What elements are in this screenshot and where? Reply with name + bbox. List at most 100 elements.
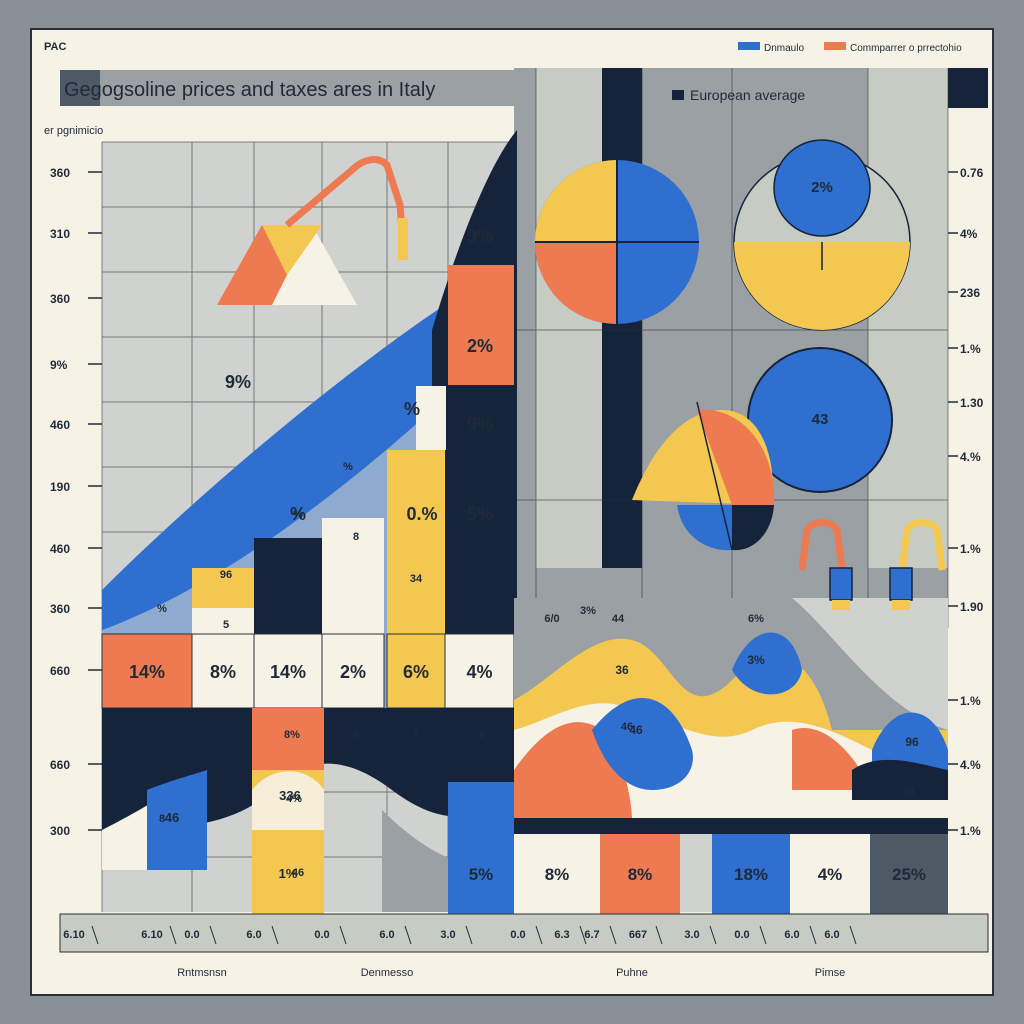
legend-swatch xyxy=(738,42,760,50)
x-tick xyxy=(809,925,817,945)
bar-value-label: 6% xyxy=(403,662,429,682)
x-tick xyxy=(209,925,217,945)
left-y-tick-label: 9% xyxy=(50,358,68,372)
wave-value-label: 30 xyxy=(901,785,915,799)
right-y-tick-label: 4.% xyxy=(960,758,981,772)
data-labels: 9%2%9%5%0.%%%9%%965%834%88% 8 88464%3%4646… xyxy=(157,179,919,881)
lower-left-label: 46 xyxy=(165,810,179,825)
fuel-hose-line xyxy=(284,156,408,256)
legend-label: Commparrer o prrectohio xyxy=(850,43,962,54)
chart-frame: 14% 8% 14% 2% 6% 4% 5% 8% 8% 18% 4% 25% xyxy=(30,28,994,996)
small-value-label: 8 xyxy=(479,729,485,741)
bottom-block xyxy=(712,834,790,914)
left-y-tick-label: 360 xyxy=(50,292,70,306)
x-tick-label: 6.0 xyxy=(246,929,261,941)
bar xyxy=(321,633,385,709)
y-axis-caption: er pgnimicio xyxy=(44,125,103,137)
pie-4-navy xyxy=(732,505,774,551)
left-y-tick-label: 300 xyxy=(50,824,70,838)
small-value-label: 46 xyxy=(292,867,304,879)
pie-label: 43 xyxy=(812,411,829,428)
left-y-tick-label: 360 xyxy=(50,166,70,180)
small-value-label: 34 xyxy=(410,573,423,585)
left-y-tick-label: 660 xyxy=(50,664,70,678)
area-value-label: 2% xyxy=(467,336,493,356)
left-y-tick-label: 310 xyxy=(50,227,70,241)
right-panel-strip-2 xyxy=(868,68,948,568)
right-y-tick-label: 1.% xyxy=(960,542,981,556)
small-value-label: 96 xyxy=(220,569,232,581)
x-tick xyxy=(91,925,99,945)
small-value-label: 8 xyxy=(159,813,165,825)
wave-blue-mid xyxy=(592,697,693,790)
bottom-block-label: 18% xyxy=(734,865,768,884)
right-y-tick-label: 236 xyxy=(960,286,980,300)
nozzle-left-tip xyxy=(832,600,850,610)
pie-1-orange-slice xyxy=(535,242,617,324)
x-tick-label: 0.0 xyxy=(314,929,329,941)
small-value-label: 8 xyxy=(353,531,359,543)
bottom-block-label: 8% xyxy=(628,865,653,884)
small-value-label: % xyxy=(293,509,303,521)
pie-2-yellow-half xyxy=(734,242,910,330)
small-value-label: 4% xyxy=(286,793,302,805)
wave-top-label: 44 xyxy=(612,613,625,625)
left-y-tick-label: 460 xyxy=(50,418,70,432)
bar-value-label: 4% xyxy=(466,662,492,682)
bar-value-label: 14% xyxy=(129,662,165,682)
wave-top-label: 6/0 xyxy=(544,613,559,625)
pie-label: 2% xyxy=(811,179,833,196)
x-tick-label: 6.0 xyxy=(824,929,839,941)
fuel-nozzle-left xyxy=(798,519,853,610)
x-tick-label: 6.0 xyxy=(379,929,394,941)
chart-canvas: 14% 8% 14% 2% 6% 4% 5% 8% 8% 18% 4% 25% xyxy=(44,41,989,979)
bar-value-label: 8% xyxy=(210,662,236,682)
wave-value-label: 3% xyxy=(747,653,765,667)
wave-value-label: 46 xyxy=(629,723,643,737)
wave-navy-right xyxy=(852,759,948,800)
x-tick xyxy=(339,925,347,945)
x-tick xyxy=(271,925,279,945)
right-y-axis: 0.76 4% 236 1.% 1.30 4.% 1.% 1.90 1.% 4.% 1.% xyxy=(948,166,984,838)
pie-2-blue-circle xyxy=(773,139,871,237)
left-y-tick-label: 360 xyxy=(50,602,70,616)
bottom-block xyxy=(600,834,680,914)
x-tick-label: 0.0 xyxy=(510,929,525,941)
bar-value-label: 14% xyxy=(270,662,306,682)
corner-navy-block xyxy=(948,68,988,108)
legend: Dnmaulo Commparrer o prrectohio xyxy=(738,42,962,54)
legend-swatch xyxy=(824,42,846,50)
pie-2 xyxy=(733,139,911,331)
area-value-label: 9% xyxy=(467,226,493,246)
wave-blue-top xyxy=(732,632,802,695)
title-bar xyxy=(60,70,514,106)
wave-value-label: 96 xyxy=(905,735,919,749)
wave-top-label: 6% xyxy=(748,613,764,625)
x-tick xyxy=(709,925,717,945)
pie-1-yellow-slice xyxy=(535,160,617,242)
small-value-label: % xyxy=(343,461,353,473)
x-category-label: Puhne xyxy=(616,967,648,979)
x-tick xyxy=(655,925,663,945)
wave-value-label: 36 xyxy=(615,663,629,677)
area-value-label: % xyxy=(404,399,420,419)
yellow-small-block xyxy=(192,568,254,608)
pie-4-divider xyxy=(696,401,733,551)
right-y-tick-label: 1.90 xyxy=(960,600,984,614)
orange-column-top xyxy=(448,265,514,385)
x-categories: Rntmsnsn Denmesso Puhne Pimse xyxy=(177,967,845,979)
x-tick xyxy=(465,925,473,945)
x-tick-label: 667 xyxy=(629,929,647,941)
nozzle-right-body xyxy=(889,567,913,601)
pie-4-blue xyxy=(677,505,732,551)
bottom-right-blocks: 5% 8% 8% 18% 4% 25% xyxy=(448,834,948,914)
x-tick xyxy=(535,925,543,945)
right-y-tick-label: 4% xyxy=(960,227,978,241)
bottom-block xyxy=(448,834,514,914)
x-axis-band xyxy=(59,913,989,953)
small-value-label: 3% xyxy=(580,605,596,617)
bottom-block xyxy=(790,834,870,914)
chart-title: Gegogsoline prices and taxes ares in Ita… xyxy=(64,79,435,101)
x-category-label: Rntmsnsn xyxy=(177,967,227,979)
x-tick xyxy=(404,925,412,945)
